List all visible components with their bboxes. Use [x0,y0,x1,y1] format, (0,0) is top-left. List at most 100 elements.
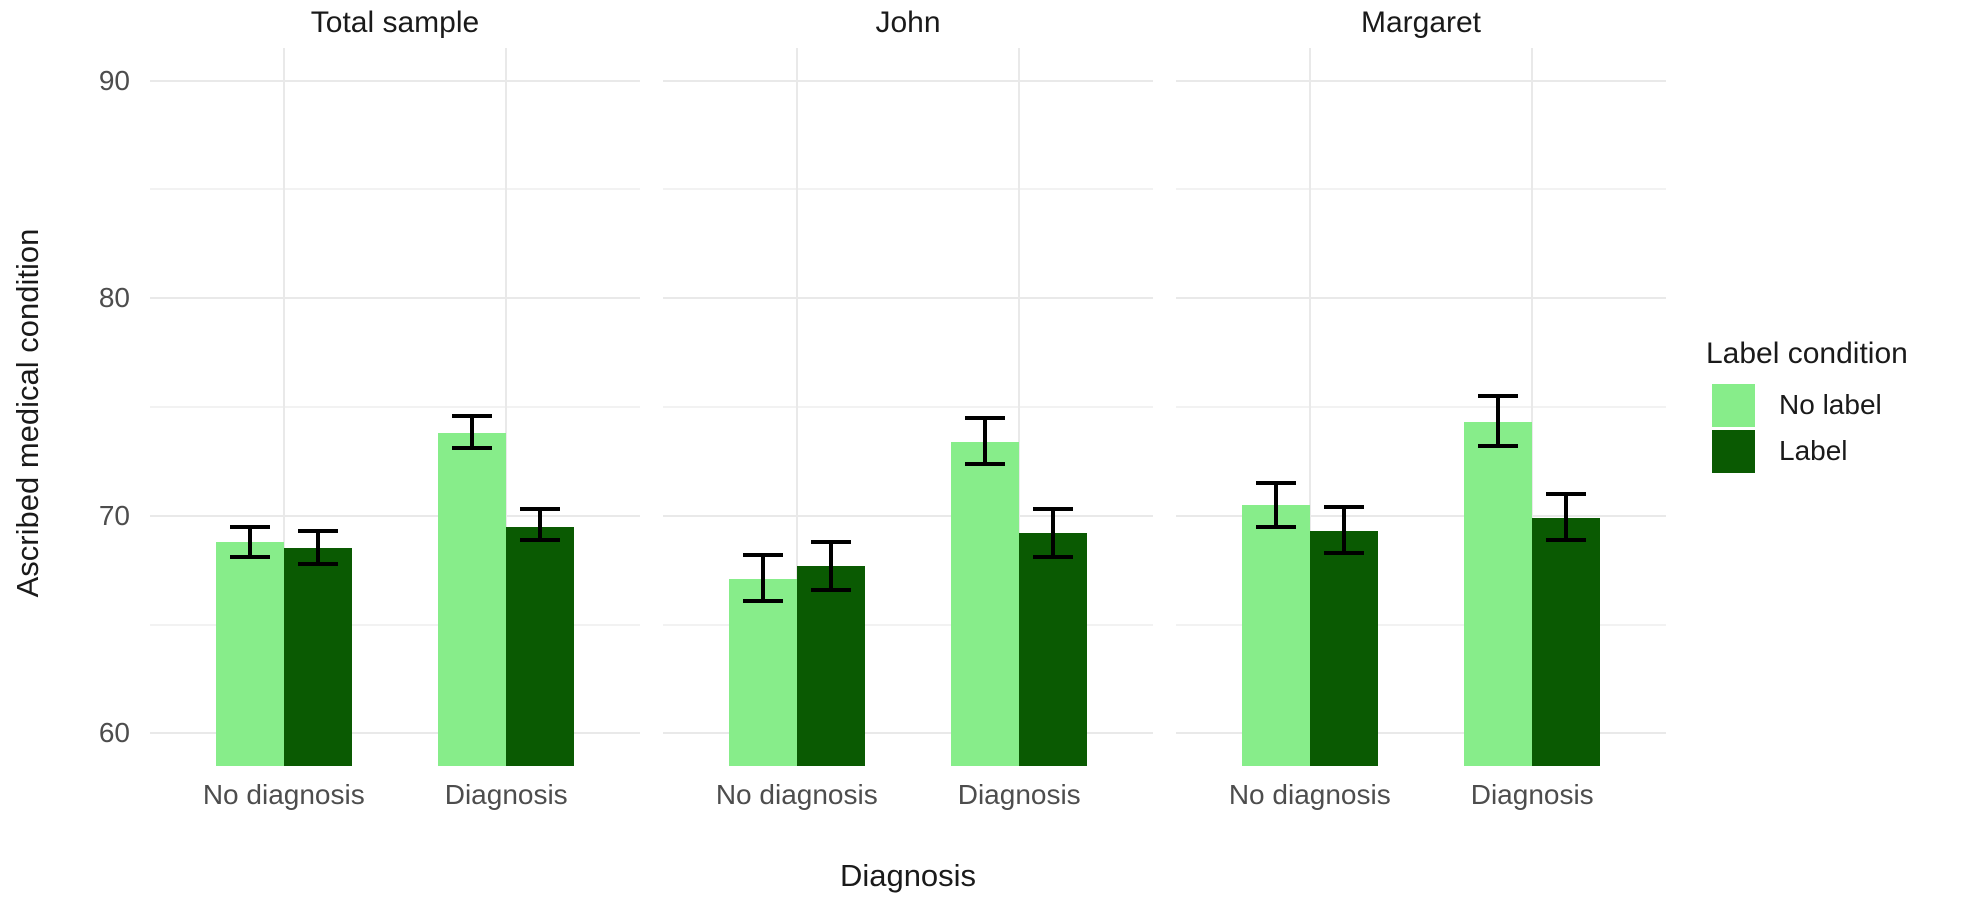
bar-no-label [728,578,797,766]
major-gridline [1176,297,1666,300]
minor-gridline [663,406,1153,408]
error-bar-cap [1546,492,1587,497]
label-color-swatch [1712,429,1755,473]
major-gridline [150,514,640,517]
minor-gridline [150,406,640,408]
major-gridline [663,79,1153,82]
error-bar-cap [742,598,783,603]
x-tick-label: Diagnosis [957,779,1081,810]
legend-label-no-label: No label [1779,389,1882,420]
error-bar-cap [810,539,851,544]
error-bar-cap [452,446,493,451]
error-bar-cap [1478,394,1519,399]
error-bar-stem [1341,507,1346,553]
bar-label [1532,517,1601,766]
error-bar-stem [315,531,320,564]
error-bar-stem [1564,494,1569,540]
major-gridline [150,79,640,82]
legend-item-no-label: No label [1706,382,1966,428]
error-bar-cap [810,587,851,592]
facet-panel [663,48,1153,766]
bar-no-label [438,433,507,766]
facet-title: Margaret [1360,6,1482,39]
legend-label-label: Label [1779,435,1848,466]
error-bar-cap [229,524,270,529]
bar-label [796,565,865,766]
error-bar-cap [520,507,561,512]
error-bar-cap [1478,444,1519,449]
bar-no-label [951,441,1020,766]
major-gridline [1176,514,1666,517]
error-bar-stem [1051,509,1056,558]
error-bar-cap [742,552,783,557]
legend-item-label: Label [1706,428,1966,474]
minor-gridline [150,623,640,626]
error-bar-cap [229,555,270,560]
error-bar-cap [1033,507,1074,512]
major-gridline [663,514,1153,517]
error-bar-cap [297,561,338,566]
error-bar-stem [1496,396,1501,447]
y-axis-title: Ascribed medical condition [10,228,45,598]
error-bar-stem [1273,483,1278,527]
vertical-gridline [505,48,508,766]
error-bar-cap [1033,555,1074,560]
bar-no-label [1241,504,1310,766]
y-tick-label: 70 [98,499,130,531]
minor-gridline [1176,188,1666,191]
minor-gridline [1176,623,1666,626]
error-bar-cap [1255,524,1296,529]
bar-label [1019,533,1088,766]
error-bar-cap [965,415,1006,420]
error-bar-stem [983,417,988,464]
major-gridline [150,732,640,735]
vertical-gridline [282,48,285,766]
bar-label [283,548,352,766]
bar-label [506,526,575,766]
x-tick-label: No diagnosis [202,779,365,810]
error-bar-stem [538,509,543,540]
no-label-color-swatch [1712,383,1755,427]
error-bar-cap [297,529,338,534]
error-bar-cap [1255,481,1296,486]
minor-gridline [1176,406,1666,408]
major-gridline [1176,732,1666,735]
facet-panel [150,48,640,766]
vertical-gridline [795,48,798,766]
x-tick-label: No diagnosis [715,779,878,810]
x-tick-label: Diagnosis [444,779,568,810]
error-bar-cap [1546,537,1587,542]
vertical-gridline [1531,48,1534,766]
bar-no-label [215,541,284,766]
x-tick-label: No diagnosis [1228,779,1391,810]
major-gridline [663,732,1153,735]
error-bar-cap [520,537,561,542]
vertical-gridline [1018,48,1021,766]
error-bar-stem [247,526,252,558]
error-bar-cap [1323,505,1364,510]
bar-label [1309,531,1378,766]
x-axis-title: Diagnosis [839,858,977,893]
minor-gridline [663,188,1153,191]
facet-title: John [875,6,941,39]
major-gridline [663,297,1153,300]
facet-title: Total sample [310,6,480,39]
legend: Label condition No label Label [1706,334,1966,474]
y-tick-label: 60 [98,717,130,749]
major-gridline [150,297,640,300]
error-bar-stem [760,554,765,601]
x-tick-label: Diagnosis [1470,779,1594,810]
minor-gridline [663,623,1153,626]
major-gridline [1176,79,1666,82]
minor-gridline [150,188,640,191]
error-bar-stem [828,541,833,590]
legend-title: Label condition [1706,337,1908,370]
error-bar-cap [1323,550,1364,555]
facet-panel [1176,48,1666,766]
error-bar-cap [965,461,1006,466]
y-tick-label: 80 [98,282,130,314]
error-bar-cap [452,413,493,418]
error-bar-stem [470,415,475,449]
y-tick-label: 90 [98,64,130,96]
